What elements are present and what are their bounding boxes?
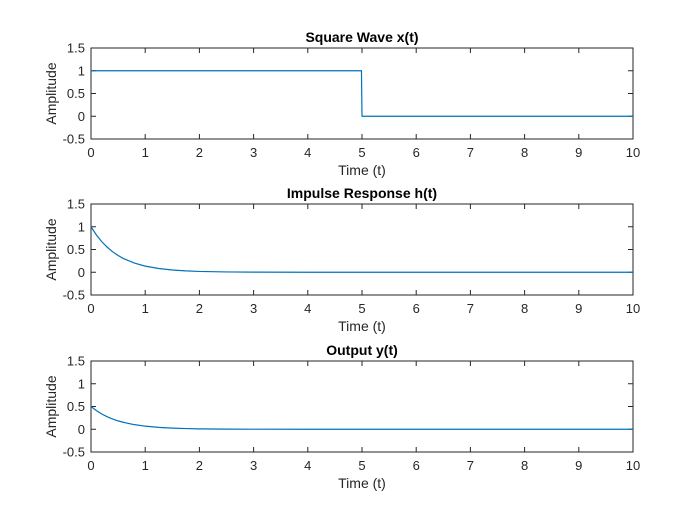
y-axis-label: Amplitude: [43, 218, 59, 280]
x-tick-label: 8: [521, 458, 528, 473]
x-tick-label: 8: [521, 145, 528, 160]
x-axis-label: Time (t): [338, 162, 386, 178]
y-tick-label: 0: [78, 422, 85, 437]
y-tick-label: 1.5: [67, 197, 85, 212]
x-tick-label: 1: [142, 145, 149, 160]
y-tick-label: -0.5: [63, 288, 85, 303]
x-tick-label: 3: [250, 145, 257, 160]
y-tick-label: 0.5: [67, 242, 85, 257]
y-axis-label: Amplitude: [43, 62, 59, 124]
x-tick-label: 9: [575, 145, 582, 160]
x-tick-label: 10: [626, 145, 640, 160]
y-tick-label: 0: [78, 109, 85, 124]
chart-title: Impulse Response h(t): [287, 185, 437, 201]
x-tick-label: 1: [142, 458, 149, 473]
x-tick-label: 10: [626, 458, 640, 473]
chart-title: Square Wave x(t): [305, 29, 418, 45]
x-tick-label: 0: [87, 301, 94, 316]
x-tick-label: 3: [250, 301, 257, 316]
series-line-1: [90, 406, 633, 430]
y-tick-label: 0.5: [67, 399, 85, 414]
x-tick-label: 2: [196, 301, 203, 316]
x-tick-label: 4: [304, 301, 311, 316]
y-tick-label: 1: [78, 376, 85, 391]
x-tick-label: 8: [521, 301, 528, 316]
y-tick-label: 1: [78, 219, 85, 234]
plot-area-2: [90, 203, 634, 296]
x-tick-label: 5: [358, 458, 365, 473]
x-tick-label: 0: [87, 458, 94, 473]
chart-title: Output y(t): [326, 342, 398, 358]
x-tick-label: 5: [358, 301, 365, 316]
x-tick-label: 7: [467, 301, 474, 316]
x-tick-label: 6: [413, 301, 420, 316]
x-tick-label: 5: [358, 145, 365, 160]
y-axis-label: Amplitude: [43, 375, 59, 437]
y-tick-label: 1.5: [67, 41, 85, 56]
series-line-1: [91, 70, 633, 117]
x-axis-label: Time (t): [338, 475, 386, 491]
x-axis-label: Time (t): [338, 318, 386, 334]
x-tick-label: 1: [142, 301, 149, 316]
x-tick-label: 6: [413, 458, 420, 473]
y-tick-label: -0.5: [63, 445, 85, 460]
x-tick-label: 3: [250, 458, 257, 473]
x-tick-label: 4: [304, 458, 311, 473]
y-tick-label: -0.5: [63, 132, 85, 147]
x-tick-label: 2: [196, 145, 203, 160]
x-tick-label: 4: [304, 145, 311, 160]
x-tick-label: 6: [413, 145, 420, 160]
y-tick-label: 1.5: [67, 354, 85, 369]
y-tick-label: 1: [78, 63, 85, 78]
y-tick-label: 0: [78, 265, 85, 280]
series-line-1: [90, 226, 633, 273]
y-tick-label: 0.5: [67, 86, 85, 101]
plot-area-3: [90, 360, 634, 453]
x-tick-label: 7: [467, 458, 474, 473]
x-tick-label: 2: [196, 458, 203, 473]
x-tick-label: 9: [575, 301, 582, 316]
x-tick-label: 10: [626, 301, 640, 316]
x-tick-label: 0: [87, 145, 94, 160]
x-tick-label: 7: [467, 145, 474, 160]
x-tick-label: 9: [575, 458, 582, 473]
